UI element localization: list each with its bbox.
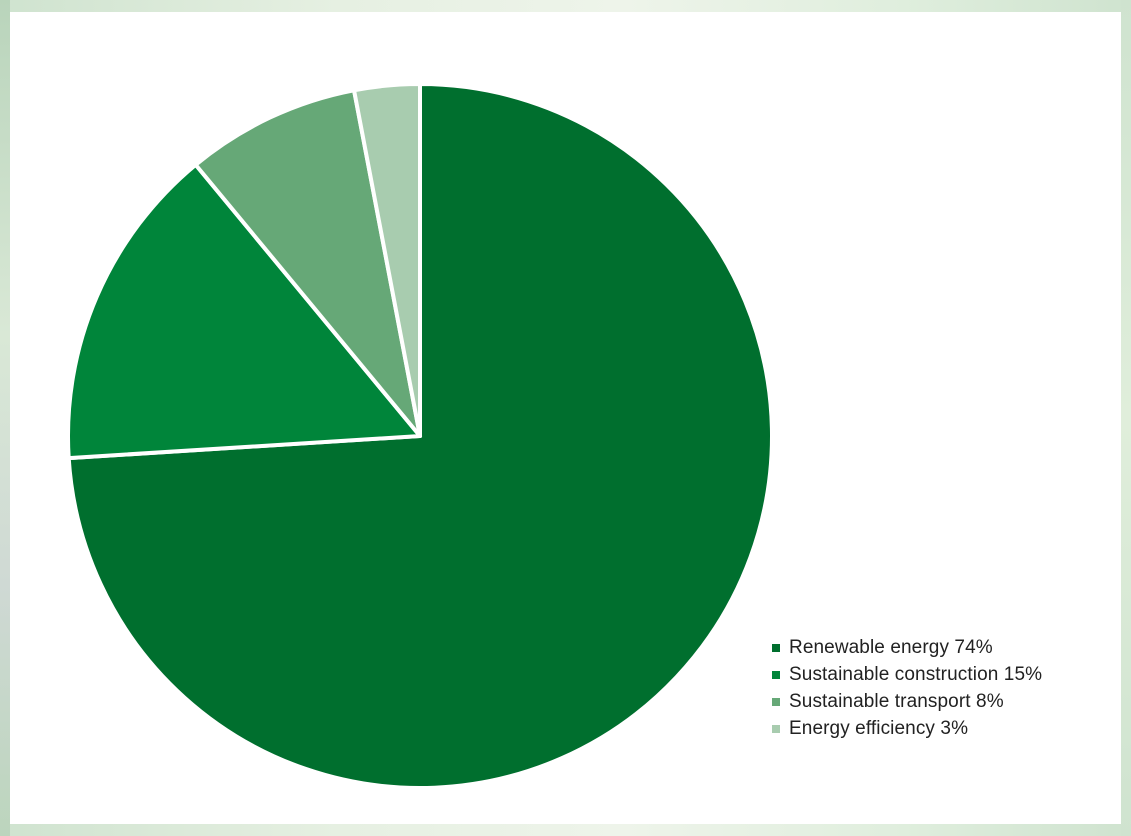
chart-card: Renewable energy 74% Sustainable constru… (10, 12, 1121, 824)
legend-item-renewable-energy: Renewable energy 74% (772, 634, 1042, 661)
legend-swatch (772, 697, 780, 706)
legend-item-sustainable-construction: Sustainable construction 15% (772, 661, 1042, 688)
pie-slice-sustainable-construction (66, 162, 422, 461)
pie-slice-sustainable-transport (193, 88, 422, 438)
pie-slice-energy-efficiency (352, 82, 422, 438)
legend-swatch (772, 643, 780, 652)
legend-item-sustainable-transport: Sustainable transport 8% (772, 688, 1042, 715)
pie-chart (66, 82, 774, 790)
legend-label: Renewable energy 74% (789, 636, 993, 658)
legend-label: Sustainable construction 15% (789, 663, 1043, 685)
legend-swatch (772, 724, 780, 733)
background-frame-right (1121, 0, 1131, 836)
legend-item-energy-efficiency: Energy efficiency 3% (772, 715, 1042, 742)
legend-swatch (772, 670, 780, 679)
background-frame-left (0, 0, 10, 836)
chart-legend: Renewable energy 74% Sustainable constru… (772, 634, 1042, 742)
legend-label: Energy efficiency 3% (789, 717, 969, 739)
legend-label: Sustainable transport 8% (789, 690, 1004, 712)
